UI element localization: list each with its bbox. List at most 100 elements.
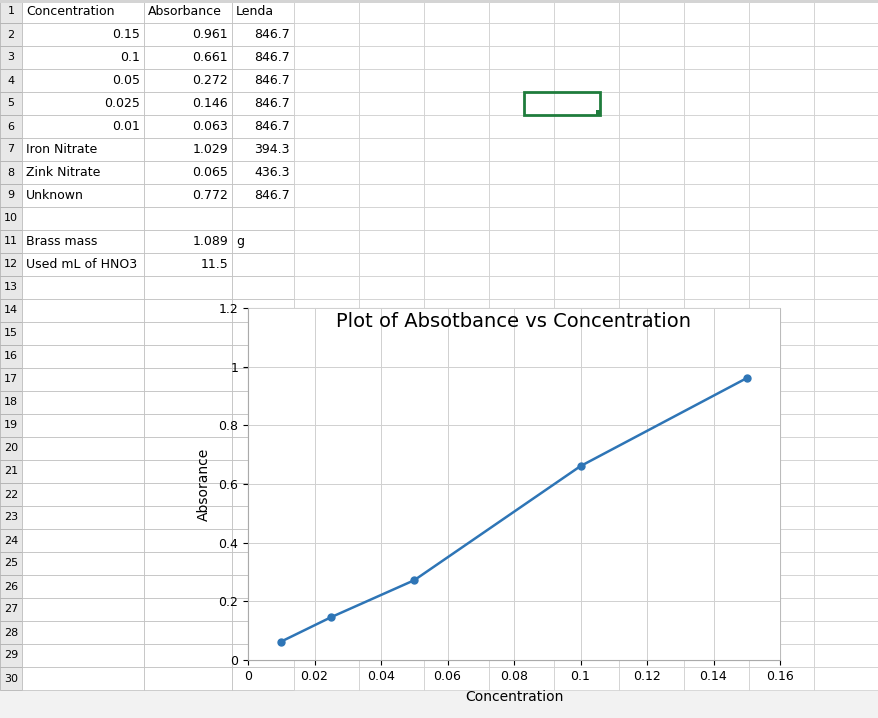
- Bar: [144, 506, 232, 529]
- Bar: [683, 506, 748, 529]
- Text: 11.5: 11.5: [200, 258, 227, 271]
- Bar: [358, 483, 423, 506]
- Bar: [683, 253, 748, 276]
- Bar: [618, 138, 683, 161]
- Bar: [144, 552, 232, 575]
- Bar: [618, 483, 683, 506]
- Bar: [423, 437, 488, 460]
- Bar: [488, 552, 553, 575]
- Bar: [488, 23, 553, 46]
- Bar: [423, 184, 488, 207]
- Bar: [0, 0, 878, 3]
- Bar: [232, 506, 293, 529]
- Bar: [618, 69, 683, 92]
- Bar: [293, 69, 358, 92]
- Bar: [423, 345, 488, 368]
- Bar: [813, 644, 878, 667]
- Bar: [293, 368, 358, 391]
- Text: 9: 9: [7, 190, 15, 200]
- Bar: [683, 0, 748, 23]
- Bar: [683, 92, 748, 115]
- Bar: [358, 391, 423, 414]
- Text: 20: 20: [4, 444, 18, 454]
- Bar: [553, 253, 618, 276]
- Bar: [0, 299, 22, 322]
- Bar: [748, 345, 813, 368]
- Bar: [22, 184, 144, 207]
- Bar: [553, 598, 618, 621]
- Bar: [553, 207, 618, 230]
- Text: Unknown: Unknown: [26, 189, 83, 202]
- Bar: [232, 460, 293, 483]
- Bar: [358, 529, 423, 552]
- Bar: [748, 138, 813, 161]
- Bar: [0, 0, 22, 23]
- Bar: [232, 414, 293, 437]
- Bar: [618, 460, 683, 483]
- Text: 0.661: 0.661: [192, 51, 227, 64]
- Bar: [232, 23, 293, 46]
- Text: 17: 17: [4, 375, 18, 385]
- Bar: [618, 621, 683, 644]
- Bar: [293, 667, 358, 690]
- Bar: [423, 23, 488, 46]
- Bar: [488, 253, 553, 276]
- Bar: [358, 23, 423, 46]
- Bar: [358, 92, 423, 115]
- Bar: [22, 138, 144, 161]
- Bar: [813, 253, 878, 276]
- Text: 30: 30: [4, 673, 18, 684]
- Bar: [423, 391, 488, 414]
- Text: 7: 7: [7, 144, 15, 154]
- Bar: [553, 667, 618, 690]
- Bar: [553, 391, 618, 414]
- Bar: [144, 230, 232, 253]
- Bar: [553, 23, 618, 46]
- Bar: [144, 115, 232, 138]
- Bar: [22, 552, 144, 575]
- Bar: [293, 322, 358, 345]
- Bar: [423, 644, 488, 667]
- Bar: [813, 138, 878, 161]
- Bar: [423, 552, 488, 575]
- Bar: [144, 207, 232, 230]
- Bar: [293, 115, 358, 138]
- Bar: [553, 161, 618, 184]
- Bar: [813, 322, 878, 345]
- Bar: [618, 299, 683, 322]
- Bar: [683, 368, 748, 391]
- Bar: [813, 483, 878, 506]
- Bar: [553, 299, 618, 322]
- Bar: [0, 391, 22, 414]
- Bar: [488, 598, 553, 621]
- Bar: [0, 345, 22, 368]
- Bar: [358, 575, 423, 598]
- Bar: [232, 184, 293, 207]
- Text: 28: 28: [4, 628, 18, 638]
- Bar: [813, 552, 878, 575]
- Bar: [22, 483, 144, 506]
- Bar: [232, 437, 293, 460]
- Bar: [683, 598, 748, 621]
- Bar: [488, 138, 553, 161]
- Bar: [358, 230, 423, 253]
- Bar: [22, 23, 144, 46]
- Bar: [748, 184, 813, 207]
- Bar: [22, 368, 144, 391]
- Bar: [813, 391, 878, 414]
- Bar: [423, 483, 488, 506]
- Bar: [232, 276, 293, 299]
- Text: 16: 16: [4, 352, 18, 361]
- Bar: [488, 667, 553, 690]
- Bar: [232, 0, 293, 23]
- Bar: [0, 460, 22, 483]
- Text: 5: 5: [8, 98, 14, 108]
- Bar: [0, 207, 22, 230]
- Bar: [232, 529, 293, 552]
- Bar: [423, 598, 488, 621]
- Bar: [595, 110, 601, 115]
- Bar: [144, 345, 232, 368]
- Bar: [618, 207, 683, 230]
- Bar: [553, 322, 618, 345]
- Bar: [748, 207, 813, 230]
